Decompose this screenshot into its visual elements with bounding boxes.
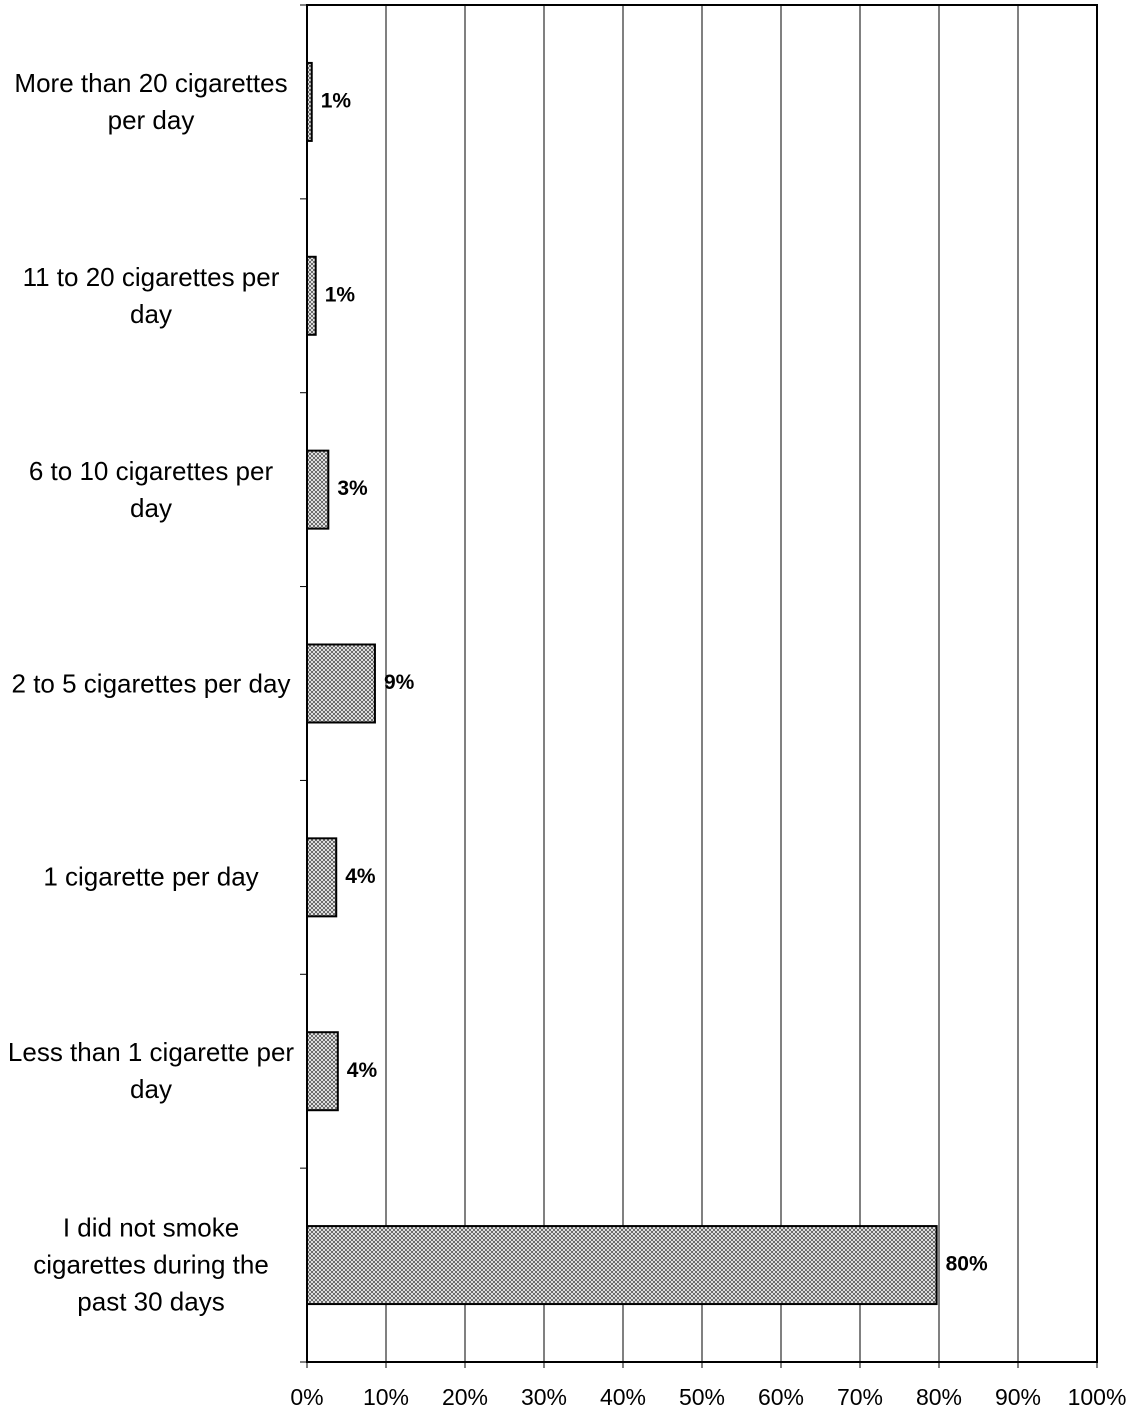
bar (306, 643, 376, 724)
x-tick-label: 10% (363, 1384, 409, 1410)
value-label: 4% (345, 865, 376, 888)
x-tick-label: 90% (995, 1384, 1041, 1410)
value-label: 9% (384, 671, 415, 694)
value-label: 4% (347, 1059, 378, 1082)
value-label: 1% (325, 283, 356, 306)
x-tick-label: 70% (837, 1384, 883, 1410)
y-tick-label: I did not smoke cigarettes during the pa… (33, 1212, 269, 1317)
bar (306, 837, 338, 918)
bar (306, 449, 330, 530)
x-tick-label: 30% (521, 1384, 567, 1410)
y-tick-label: Less than 1 cigarette per day (7, 1037, 295, 1105)
x-tick-label: 40% (600, 1384, 646, 1410)
x-tick-label: 20% (442, 1384, 488, 1410)
x-tick-label: 50% (679, 1384, 725, 1410)
bar (306, 1225, 938, 1306)
value-label: 1% (321, 89, 352, 112)
y-tick-label: 1 cigarette per day (43, 861, 259, 892)
x-tick-label: 80% (916, 1384, 962, 1410)
y-tick-label: 11 to 20 cigarettes per day (22, 261, 280, 329)
x-tick-label: 0% (290, 1384, 323, 1410)
value-label: 3% (337, 477, 368, 500)
bar (306, 61, 313, 142)
x-tick-label: 60% (758, 1384, 804, 1410)
y-tick-label: 6 to 10 cigarettes per day (28, 455, 274, 523)
bar (306, 255, 317, 336)
y-tick-label: More than 20 cigarettes per day (14, 67, 288, 135)
bar (306, 1031, 339, 1112)
value-label: 80% (946, 1253, 988, 1276)
x-tick-label: 100% (1068, 1384, 1127, 1410)
y-tick-label: 2 to 5 cigarettes per day (11, 668, 291, 698)
